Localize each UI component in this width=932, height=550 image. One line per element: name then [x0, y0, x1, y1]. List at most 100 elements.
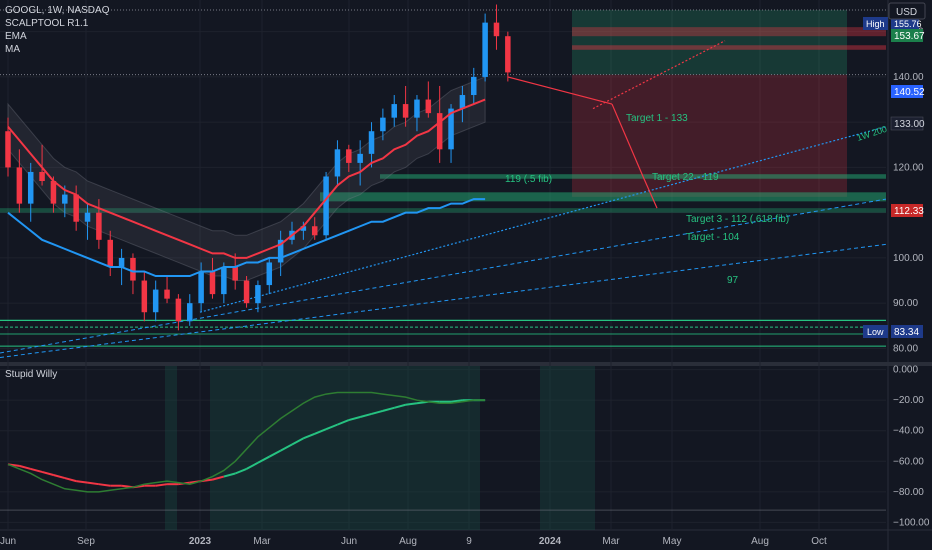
- candle-body: [164, 289, 170, 299]
- currency-text: USD: [896, 7, 917, 18]
- long-stop-zone: [572, 74, 847, 197]
- candle-body: [391, 104, 397, 118]
- candle-body: [16, 167, 23, 204]
- fib-zone: [380, 174, 886, 179]
- candle-body: [187, 303, 193, 322]
- top-value-badge: [891, 29, 923, 42]
- red-value-text: 112.33: [894, 206, 924, 217]
- annotation-ma200: 1W 200: [856, 124, 889, 143]
- price-tick-label: 100.00: [893, 253, 924, 264]
- candle-body: [62, 194, 68, 204]
- candle-body: [130, 257, 136, 281]
- candle-body: [243, 280, 250, 304]
- legend-ema[interactable]: EMA: [5, 31, 27, 42]
- osc-tick-label: −100.00: [893, 517, 930, 528]
- osc-average-line: [268, 449, 282, 458]
- osc-signal-line: [7, 391, 486, 493]
- candle-body: [357, 153, 363, 163]
- candle-body: [334, 149, 341, 177]
- zones-layer: [0, 9, 886, 347]
- time-axis[interactable]: Jun Sep 2023 Mar Jun Aug 9 2024 Mar May Aug Oct: [0, 536, 827, 547]
- candle-body: [402, 104, 409, 118]
- time-tick-label: 9: [466, 536, 472, 547]
- osc-tick-label: 0.000: [893, 365, 918, 376]
- candle-body: [346, 149, 352, 163]
- value-133-badge: [890, 116, 924, 131]
- osc-average-line: [246, 461, 259, 470]
- ema-line: [7, 76, 658, 278]
- osc-average-line: [19, 464, 31, 470]
- candle-body: [107, 239, 113, 267]
- price-tick-label: 80.00: [893, 343, 918, 354]
- long-target-zone: [572, 9, 847, 75]
- legend-scalptool[interactable]: SCALPTOOL R1.1: [5, 18, 89, 29]
- candle-body: [471, 76, 477, 96]
- osc-average-line: [280, 443, 293, 452]
- annotation-target22: Target 22 - 119: [652, 172, 719, 183]
- high-value-text: 155.76: [894, 19, 922, 29]
- candle-body: [482, 22, 488, 77]
- osc-axis[interactable]: 0.000 −20.00 −40.00 −60.00 −80.00 −100.00: [893, 365, 930, 529]
- candle-body: [505, 36, 511, 73]
- candle-body: [118, 257, 125, 267]
- time-tick-label: Aug: [751, 536, 769, 547]
- osc-average-line: [212, 475, 225, 481]
- time-tick-label: Sep: [77, 536, 95, 547]
- annotation-97: 97: [727, 275, 739, 286]
- osc-average-line: [257, 455, 270, 464]
- candle-body: [27, 171, 34, 204]
- low-label-badge: [863, 325, 888, 338]
- legend-oscillator[interactable]: Stupid Willy: [5, 369, 58, 380]
- price-badges: High 155.76 153.67 140.52 133.00 112.33 …: [863, 17, 925, 338]
- candle-body: [311, 226, 318, 236]
- candle-body: [380, 117, 386, 132]
- candle-body: [221, 266, 227, 295]
- trendline: [0, 198, 887, 354]
- ema-band: [7, 76, 486, 282]
- osc-average-line: [53, 474, 66, 480]
- osc-average-line: [76, 480, 88, 484]
- osc-average-line: [30, 467, 43, 473]
- osc-average-line: [359, 412, 372, 418]
- annotation-fib119: 119 (.5 fib): [505, 174, 552, 185]
- price-axis[interactable]: 80.0090.00100.00110.00120.00130.00140.00…: [893, 27, 924, 355]
- price-tick-label: 140.00: [893, 72, 924, 83]
- osc-average-line: [325, 423, 338, 431]
- osc-tick-label: −40.00: [893, 426, 924, 437]
- projection-arrow: [507, 76, 613, 105]
- high-value-badge: [891, 17, 919, 30]
- high-label-badge: [863, 17, 888, 30]
- osc-average-line: [64, 477, 77, 483]
- time-tick-label: Jun: [341, 536, 357, 547]
- time-tick-label: May: [663, 536, 682, 547]
- candle-body: [266, 262, 273, 286]
- last-price-badge: [891, 85, 923, 98]
- low-label-text: Low: [867, 327, 884, 337]
- annotation-target3: Target 3 - 112 (.618 fib): [686, 214, 789, 225]
- legend-symbol: GOOGL, 1W, NASDAQ: [5, 5, 110, 16]
- value-133-text: 133.00: [894, 119, 925, 130]
- currency-box[interactable]: USD: [888, 2, 926, 20]
- candle-body: [459, 95, 466, 109]
- candle-body: [448, 108, 454, 150]
- pane-separator: [0, 362, 932, 366]
- candle-body: [73, 194, 79, 222]
- annotation-target104: Target - 104: [686, 232, 740, 243]
- candle-body: [232, 266, 238, 281]
- legend-ma[interactable]: MA: [5, 44, 20, 55]
- osc-average-line: [314, 428, 327, 435]
- annotation-target1: Target 1 - 133: [626, 113, 688, 124]
- ema-series-line: [7, 98, 486, 259]
- trendlines-layer: [0, 40, 887, 358]
- osc-average-line: [234, 467, 247, 475]
- osc-shade: [540, 366, 595, 530]
- time-tick-label: Mar: [602, 536, 620, 547]
- osc-average-line: [450, 399, 463, 403]
- last-price-text: 140.52: [894, 87, 925, 98]
- osc-average-line: [348, 416, 361, 422]
- candle-body: [152, 289, 159, 313]
- candle-body: [368, 131, 375, 154]
- time-tick-label: Jun: [0, 536, 16, 547]
- osc-average-line: [393, 403, 406, 409]
